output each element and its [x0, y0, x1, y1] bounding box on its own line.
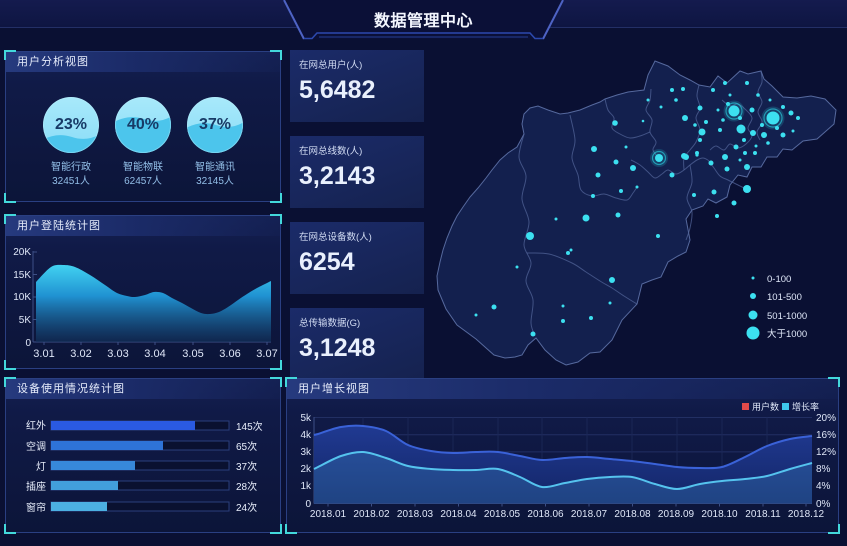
svg-text:3.06: 3.06	[219, 348, 240, 360]
svg-text:3.02: 3.02	[70, 348, 91, 360]
svg-text:65次: 65次	[236, 440, 257, 453]
svg-text:3k: 3k	[300, 447, 312, 458]
svg-text:15K: 15K	[13, 270, 31, 281]
svg-text:0-100: 0-100	[767, 274, 791, 285]
svg-text:2018.08: 2018.08	[614, 509, 651, 520]
svg-text:0%: 0%	[816, 499, 831, 510]
svg-text:28次: 28次	[236, 480, 257, 493]
svg-text:2018.12: 2018.12	[788, 509, 825, 520]
svg-text:用户数: 用户数	[752, 401, 779, 412]
svg-text:5k: 5k	[300, 413, 312, 424]
svg-text:2018.04: 2018.04	[440, 509, 477, 520]
svg-text:501-1000: 501-1000	[767, 311, 807, 322]
svg-text:0: 0	[305, 499, 311, 510]
svg-text:3.07: 3.07	[256, 348, 277, 360]
svg-text:1k: 1k	[300, 481, 312, 492]
svg-text:2018.11: 2018.11	[745, 509, 781, 520]
svg-text:37次: 37次	[236, 460, 257, 473]
svg-text:5K: 5K	[19, 315, 32, 326]
svg-text:20%: 20%	[816, 413, 836, 424]
svg-text:20K: 20K	[13, 247, 31, 258]
svg-text:2018.06: 2018.06	[527, 509, 564, 520]
svg-text:8%: 8%	[816, 464, 831, 475]
svg-text:2018.02: 2018.02	[353, 509, 390, 520]
svg-text:插座: 插座	[26, 480, 46, 493]
svg-text:2018.10: 2018.10	[701, 509, 738, 520]
svg-text:3.05: 3.05	[182, 348, 203, 360]
svg-text:2018.07: 2018.07	[571, 509, 608, 520]
svg-text:16%: 16%	[816, 430, 836, 441]
svg-text:12%: 12%	[816, 447, 836, 458]
svg-text:0: 0	[25, 338, 31, 349]
svg-text:2018.09: 2018.09	[658, 509, 695, 520]
svg-text:3.01: 3.01	[33, 348, 54, 360]
svg-text:2k: 2k	[300, 464, 312, 475]
svg-text:增长率: 增长率	[792, 401, 819, 412]
svg-text:10K: 10K	[13, 292, 31, 303]
svg-text:2018.01: 2018.01	[310, 509, 347, 520]
svg-text:24次: 24次	[236, 501, 257, 514]
svg-text:窗帘: 窗帘	[26, 501, 46, 514]
svg-text:4k: 4k	[300, 430, 312, 441]
svg-text:空调: 空调	[26, 440, 46, 453]
svg-text:2018.03: 2018.03	[397, 509, 434, 520]
svg-text:2018.05: 2018.05	[484, 509, 521, 520]
svg-text:4%: 4%	[816, 481, 831, 492]
svg-text:3.04: 3.04	[144, 348, 165, 360]
svg-text:101-500: 101-500	[767, 292, 802, 303]
svg-text:145次: 145次	[236, 420, 263, 433]
svg-text:大于1000: 大于1000	[767, 328, 807, 340]
svg-text:灯: 灯	[36, 461, 46, 473]
svg-text:红外: 红外	[26, 419, 46, 432]
svg-text:3.03: 3.03	[107, 348, 128, 360]
